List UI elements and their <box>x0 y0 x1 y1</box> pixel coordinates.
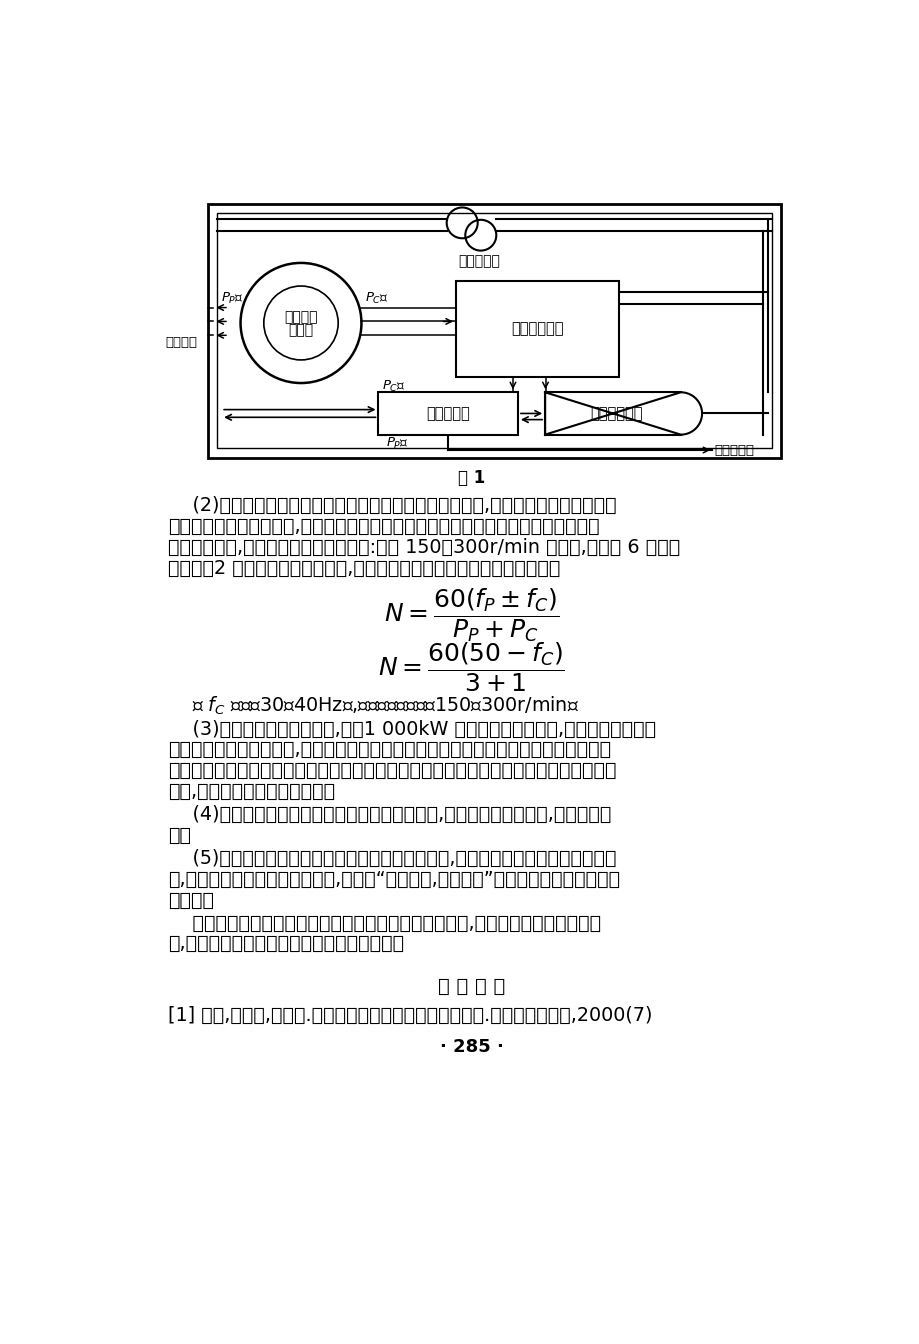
Text: $P_P$侧: $P_P$侧 <box>221 290 244 306</box>
Text: 励磁变压器: 励磁变压器 <box>458 254 500 269</box>
Text: 励磁调节器: 励磁调节器 <box>425 406 470 421</box>
Text: [1] 章玮,潘再年,贺益康.无刷双馈电机的原理及其应用前景.电器与电气设备,2000(7): [1] 章玮,潘再年,贺益康.无刷双馈电机的原理及其应用前景.电器与电气设备,2… <box>167 1005 652 1025</box>
Bar <box>473 220 481 250</box>
Text: $P_P$侧: $P_P$侧 <box>386 437 409 452</box>
Text: 机绕组、2 极励磁绕组的组合方式,两个绕组磁场旋转方向相反接线。根据：: 机绕组、2 极励磁绕组的组合方式,两个绕组磁场旋转方向相反接线。根据： <box>167 559 560 578</box>
Bar <box>217 212 771 449</box>
Bar <box>545 392 680 434</box>
Text: (3)根据小水电的运行特点,对于1 000kW 及以下的小小型机组,应用无刷双馈发电: (3)根据小水电的运行特点,对于1 000kW 及以下的小小型机组,应用无刷双馈… <box>167 719 655 739</box>
Text: (2)对于国外订货和中国越来越多的低速大流量贯流机组,为了减少增速器的投人成: (2)对于国外订货和中国越来越多的低速大流量贯流机组,为了减少增速器的投人成 <box>167 496 616 515</box>
Text: 图 1: 图 1 <box>458 469 484 488</box>
Text: 发电机: 发电机 <box>289 324 313 337</box>
Text: 变频励磁电源: 变频励磁电源 <box>511 321 563 336</box>
Text: 备,而且机组控制设备简化、简洁,为实现“无人值班,少人值守”的自动控制要求打下良好: 备,而且机组控制设备简化、简洁,为实现“无人值班,少人值守”的自动控制要求打下良… <box>167 870 619 888</box>
Text: 当 $f_C$ 范围为30～40Hz时,发电机转速范围为150～300r/min。: 当 $f_C$ 范围为30～40Hz时,发电机转速范围为150～300r/min… <box>167 695 578 718</box>
Text: 无刷双馈: 无刷双馈 <box>284 310 317 324</box>
Text: 发电输出: 发电输出 <box>165 336 198 348</box>
Text: 的基础。: 的基础。 <box>167 891 213 910</box>
Text: 上位机接口: 上位机接口 <box>713 444 754 457</box>
Text: $P_C$侧: $P_C$侧 <box>365 290 389 306</box>
Text: (5)在小水电中应用无刷双馈发电机及其控制技术,其综合成本会低于现在的常规设: (5)在小水电中应用无刷双馈发电机及其控制技术,其综合成本会低于现在的常规设 <box>167 849 616 868</box>
Text: 少。: 少。 <box>167 825 190 845</box>
Text: (4)无刷双馈发电机是在定子侧实现励磁控制的,是一种无刷励磁方式,维护工作量: (4)无刷双馈发电机是在定子侧实现励磁控制的,是一种无刷励磁方式,维护工作量 <box>167 805 610 824</box>
Bar <box>456 281 618 376</box>
Bar <box>378 392 517 434</box>
Text: 参 考 文 献: 参 考 文 献 <box>437 977 505 996</box>
Text: 机可完全不用自动调速器,应用调压阀、弹簧蓄能电手动操作器等低成本装置实现自动开: 机可完全不用自动调速器,应用调压阀、弹簧蓄能电手动操作器等低成本装置实现自动开 <box>167 741 610 759</box>
Text: 逆变灭磁单元: 逆变灭磁单元 <box>590 406 642 421</box>
Text: 本和运行当中的效率损失,应用无刷双馈发电机可做到在基本不过多增加发电机体积和: 本和运行当中的效率损失,应用无刷双馈发电机可做到在基本不过多增加发电机体积和 <box>167 517 598 536</box>
Text: · 285 ·: · 285 · <box>439 1039 503 1056</box>
Text: 展,必将极大推进小水电机电设备的技术发展。: 展,必将极大推进小水电机电设备的技术发展。 <box>167 934 403 953</box>
Text: $N = \dfrac{60(50 - f_C)}{3 + 1}$: $N = \dfrac{60(50 - f_C)}{3 + 1}$ <box>378 641 564 694</box>
Bar <box>208 204 780 458</box>
Text: $P_C$侧: $P_C$侧 <box>382 379 405 394</box>
Text: 无刷双馈发电机及其控制技术目前正处在样机实验阶段,随着该项技术产业化的进: 无刷双馈发电机及其控制技术目前正处在样机实验阶段,随着该项技术产业化的进 <box>167 914 600 933</box>
Text: 作量,便于实行电站电气自动化。: 作量,便于实行电站电气自动化。 <box>167 782 335 801</box>
Text: 成本的前提下,实现需要的工作转速。如:对于 150～300r/min 的机组,可采用 6 极发电: 成本的前提下,实现需要的工作转速。如:对于 150～300r/min 的机组,可… <box>167 538 679 556</box>
Text: $N = \dfrac{60(f_P \pm f_C)}{P_P + P_C}$: $N = \dfrac{60(f_P \pm f_C)}{P_P + P_C}$ <box>383 587 559 644</box>
Text: 停机。这样可以进一步降低机组投资成本、提高设备运行的可靠性、减少机组运行维护工: 停机。这样可以进一步降低机组投资成本、提高设备运行的可靠性、减少机组运行维护工 <box>167 761 616 780</box>
